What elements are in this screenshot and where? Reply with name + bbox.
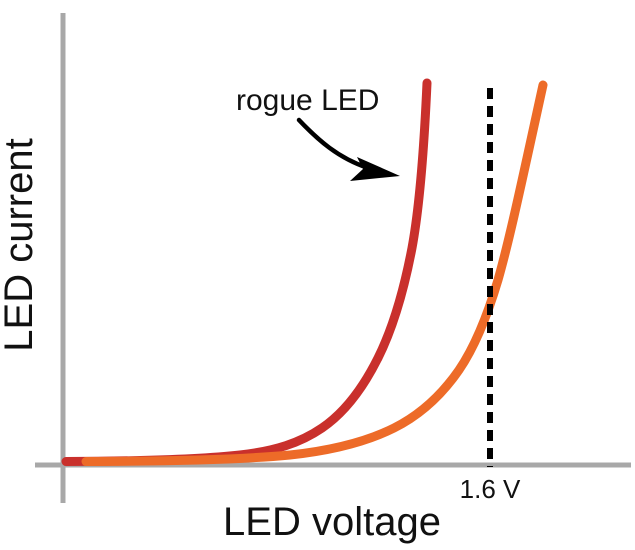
- series-curve-normal-led: [81, 80, 548, 466]
- callout-arrow-shaft: [296, 117, 371, 171]
- y-axis-label: LED current: [0, 138, 41, 351]
- threshold-tick-label: 1.6 V: [460, 474, 521, 504]
- annotation-rogue-led-label: rogue LED: [236, 84, 379, 117]
- callout-arrow-head-icon: [350, 157, 400, 181]
- x-axis-label: LED voltage: [223, 500, 441, 544]
